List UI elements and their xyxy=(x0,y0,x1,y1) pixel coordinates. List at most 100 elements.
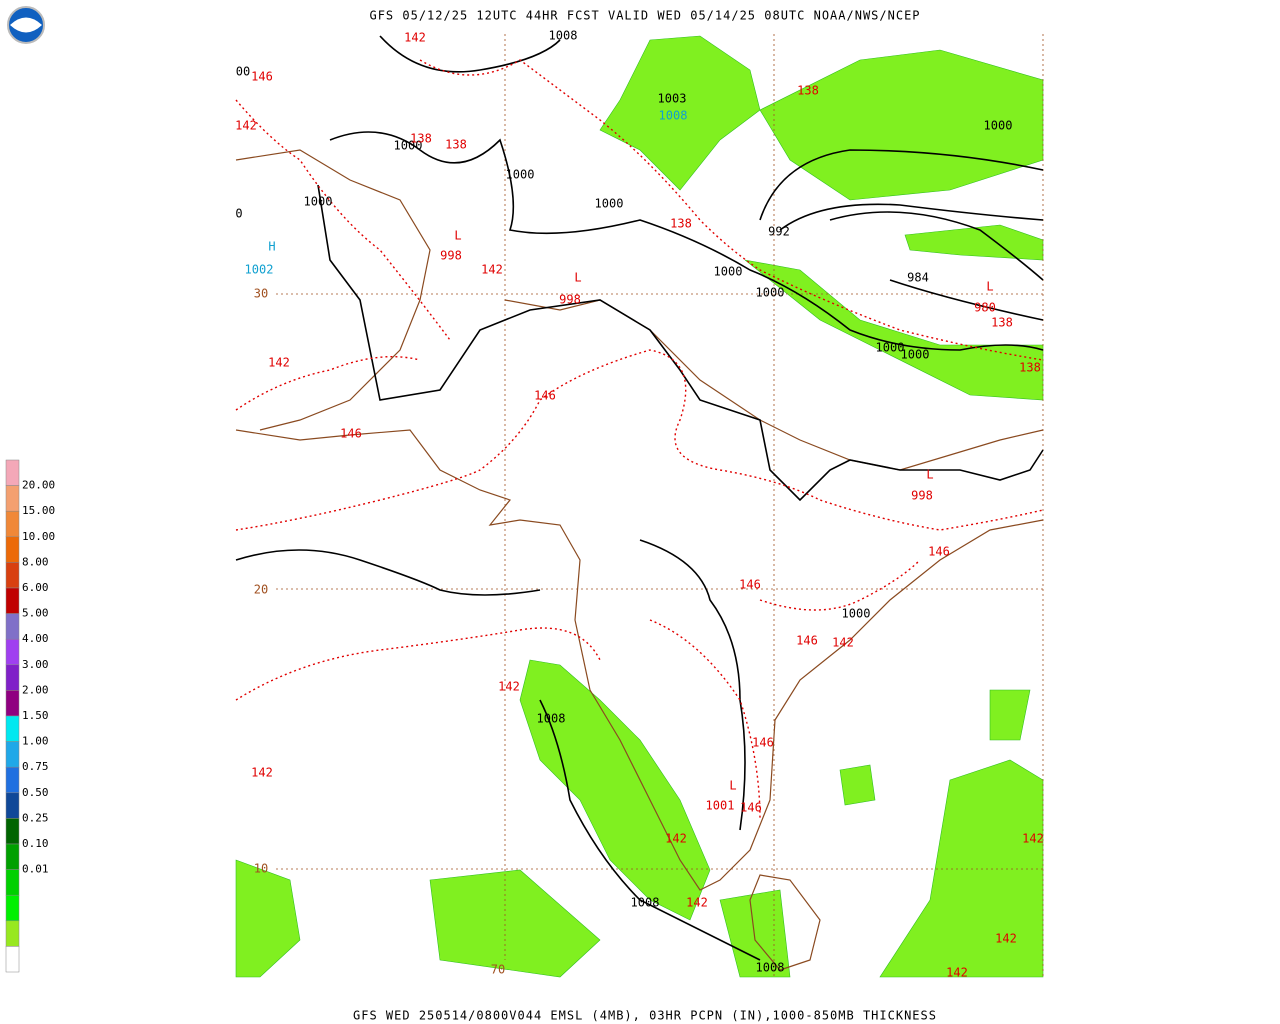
red-label: 142 xyxy=(235,119,257,133)
legend-swatch xyxy=(5,613,20,640)
red-label: 998 xyxy=(440,249,462,263)
black-label: 1008 xyxy=(537,712,566,726)
red-label: 146 xyxy=(752,736,774,750)
red-label: 980 xyxy=(974,301,996,315)
black-label: 0 xyxy=(235,207,242,221)
red-label: 138 xyxy=(670,217,692,231)
black-label: 1000 xyxy=(394,139,423,153)
black-label: 1008 xyxy=(631,896,660,910)
red-label: 146 xyxy=(796,634,818,648)
black-label: 00 xyxy=(236,65,250,79)
legend-label: 2.00 xyxy=(22,683,49,696)
legend-swatch xyxy=(5,792,20,819)
footer-text: GFS WED 250514/0800V044 EMSL (4MB), 03HR… xyxy=(353,1009,937,1023)
red-label: 142 xyxy=(481,263,503,277)
legend-swatch xyxy=(5,766,20,794)
legend-label: 0.50 xyxy=(22,786,49,799)
legend-label: 20.00 xyxy=(22,479,55,492)
red-label: 142 xyxy=(1022,832,1044,846)
black-label: 1000 xyxy=(756,286,785,300)
legend-label: 0.75 xyxy=(22,760,49,773)
black-label: 1000 xyxy=(876,341,905,355)
grid-label: 70 xyxy=(491,963,505,977)
red-label: 1001 xyxy=(706,799,735,813)
black-label: 1000 xyxy=(842,607,871,621)
black-label: 1000 xyxy=(304,195,333,209)
legend-swatch xyxy=(5,664,20,691)
legend-label: 0.01 xyxy=(22,863,49,876)
legend-label: 15.00 xyxy=(22,504,55,517)
red-label: 146 xyxy=(251,70,273,84)
red-label: 998 xyxy=(911,489,933,503)
noaa-logo xyxy=(7,6,45,44)
red-label: 998 xyxy=(559,293,581,307)
legend-swatch xyxy=(5,741,20,768)
isobars xyxy=(235,35,1044,961)
red-label: 142 xyxy=(832,636,854,650)
red-label: 142 xyxy=(665,832,687,846)
legend-swatch xyxy=(5,843,20,870)
header-title: GFS 05/12/25 12UTC 44HR FCST VALID WED 0… xyxy=(369,9,920,23)
legend-swatch xyxy=(5,638,20,666)
cyan-label: 1002 xyxy=(245,263,274,277)
grid-label: 20 xyxy=(254,583,268,597)
precip xyxy=(235,35,1044,978)
legend-swatch xyxy=(5,485,20,512)
legend-swatch xyxy=(5,562,20,589)
black-label: 1000 xyxy=(595,197,624,211)
legend-swatch xyxy=(5,946,20,973)
legend-label: 10.00 xyxy=(22,530,55,543)
legend-swatch xyxy=(5,510,20,538)
legend-swatch xyxy=(5,587,20,614)
cyan-label: 1008 xyxy=(659,109,688,123)
legend-label: 0.25 xyxy=(22,811,49,824)
red-label: 142 xyxy=(995,932,1017,946)
legend-label: 4.00 xyxy=(22,632,49,645)
legend-swatch xyxy=(5,894,20,922)
legend-label: 8.00 xyxy=(22,555,49,568)
legend-swatch xyxy=(5,818,20,845)
red-label: 138 xyxy=(410,132,432,146)
black-label: 984 xyxy=(907,271,929,285)
legend-label: 6.00 xyxy=(22,581,49,594)
black-label: 992 xyxy=(768,225,790,239)
black-label: 1003 xyxy=(658,92,687,106)
grid-label: 30 xyxy=(254,287,268,301)
legend-swatch xyxy=(5,536,20,563)
legend-label: 0.10 xyxy=(22,837,49,850)
low-marker: L xyxy=(729,779,736,793)
low-marker: L xyxy=(574,271,581,285)
low-marker: L xyxy=(926,468,933,482)
legend-swatch xyxy=(5,920,20,947)
red-label: 138 xyxy=(991,316,1013,330)
red-label: 142 xyxy=(404,31,426,45)
black-label: 1000 xyxy=(714,265,743,279)
red-label: 146 xyxy=(740,801,762,815)
legend-swatch xyxy=(5,690,20,717)
legend-label: 1.00 xyxy=(22,735,49,748)
low-marker: L xyxy=(986,280,993,294)
red-label: 138 xyxy=(1019,361,1041,375)
legend-label: 5.00 xyxy=(22,607,49,620)
black-label: 1000 xyxy=(506,168,535,182)
black-label: 1008 xyxy=(549,29,578,43)
legend-swatch xyxy=(5,715,20,742)
precip-legend: 20.00 15.00 10.00 8.00 6.00 5.00 4.00 3.00 2.00 1… xyxy=(5,459,55,973)
red-label: 142 xyxy=(498,680,520,694)
grid-label: 10 xyxy=(254,862,268,876)
black-label: 1000 xyxy=(901,348,930,362)
legend-label: 3.00 xyxy=(22,658,49,671)
thickness xyxy=(235,59,1044,821)
high-marker: H xyxy=(268,240,275,254)
legend-swatch xyxy=(5,869,20,896)
red-label: 138 xyxy=(797,84,819,98)
red-label: 146 xyxy=(739,578,761,592)
red-label: 138 xyxy=(445,138,467,152)
red-label: 146 xyxy=(928,545,950,559)
red-label: 142 xyxy=(251,766,273,780)
red-label: 142 xyxy=(946,966,968,980)
low-marker: L xyxy=(454,229,461,243)
black-label: 1008 xyxy=(756,961,785,975)
